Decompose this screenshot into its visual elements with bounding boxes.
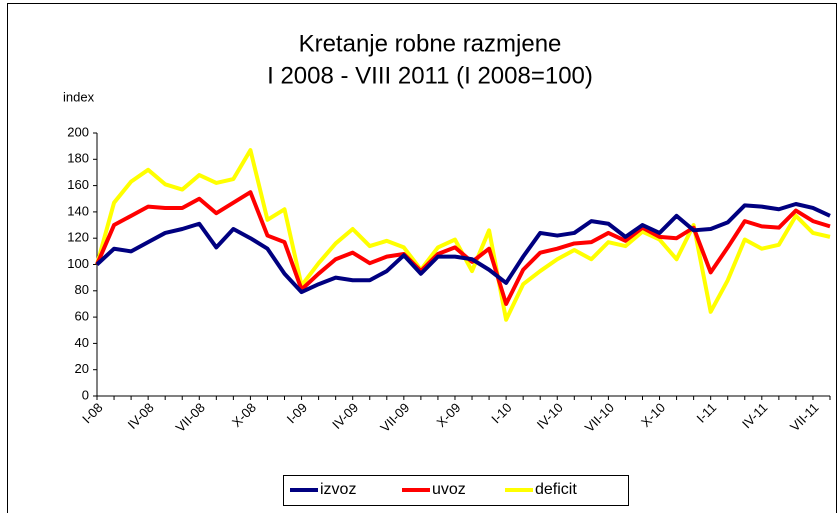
y-tick-label: 160	[67, 177, 89, 192]
legend	[283, 475, 629, 506]
legend-label: izvoz	[320, 481, 356, 498]
chart-subtitle: I 2008 - VIII 2011 (I 2008=100)	[267, 62, 593, 89]
legend-label: uvoz	[432, 481, 466, 498]
chart-title: Kretanje robne razmjene	[299, 30, 562, 57]
y-axis-label: index	[63, 89, 95, 104]
y-tick-label: 200	[67, 124, 89, 139]
y-tick-label: 0	[82, 387, 89, 402]
y-tick-label: 100	[67, 256, 89, 271]
y-tick-label: 80	[75, 282, 89, 297]
y-tick-label: 120	[67, 230, 89, 245]
y-tick-label: 180	[67, 151, 89, 166]
y-tick-label: 20	[75, 361, 89, 376]
legend-label: deficit	[535, 481, 577, 498]
y-tick-label: 40	[75, 335, 89, 350]
y-tick-label: 60	[75, 309, 89, 324]
y-tick-label: 140	[67, 203, 89, 218]
series-line	[95, 190, 831, 306]
series-line	[95, 202, 831, 295]
